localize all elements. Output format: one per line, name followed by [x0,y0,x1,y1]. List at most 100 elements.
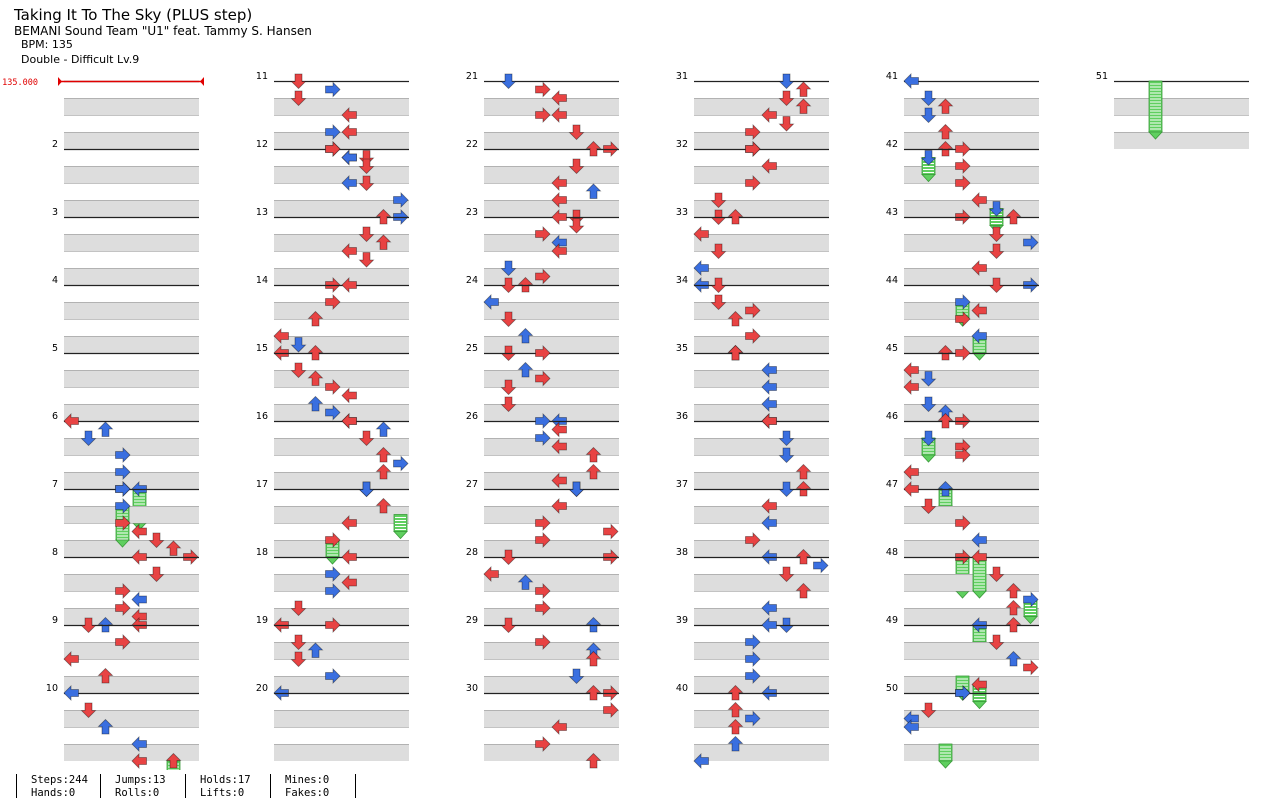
arrow-shape [325,668,341,684]
step-arrow [937,412,954,429]
arrow-shape [920,396,937,413]
measure-number: 41 [886,71,898,82]
step-arrow [535,583,551,599]
arrow-shape [937,140,954,157]
step-arrow [745,175,761,191]
arrow-shape [115,600,131,616]
measure-number: 30 [466,683,478,694]
step-arrow [920,371,937,387]
step-arrow [290,73,307,90]
beat-band [64,472,199,489]
step-arrow [585,752,602,769]
arrow-shape [517,276,534,293]
mines-count: Mines:0 [285,774,330,786]
beat-band [904,540,1039,557]
beat-band [484,676,619,693]
measure-number: 23 [466,207,478,218]
step-arrow [375,497,392,514]
arrow-shape [307,395,324,412]
measure-number: 3 [52,207,58,218]
step-arrow [80,430,97,447]
step-arrow [551,192,567,208]
arrow-shape [500,379,517,396]
arrow-shape [937,344,954,361]
arrow-shape [358,252,375,268]
beat-band [484,268,619,285]
beat-band [64,166,199,183]
measure-number: 14 [256,275,268,286]
step-arrow [131,549,147,565]
step-arrow [341,107,357,123]
step-arrow [778,116,795,132]
step-arrow [710,192,727,209]
beat-band [64,336,199,353]
measure-number: 4 [52,275,58,286]
arrow-shape [1005,582,1022,599]
arrow-shape [955,158,971,174]
step-arrow [341,549,357,565]
arrow-shape [393,192,409,208]
step-arrow [761,617,777,633]
stats-divider [270,774,271,798]
step-arrow [920,90,937,107]
beat-band [484,370,619,387]
arrow-shape [778,116,795,132]
arrow-shape [341,549,357,565]
arrow-shape [535,268,551,285]
arrow-shape [165,752,182,769]
step-arrow [517,361,534,378]
arrow-shape [500,396,517,413]
arrow-shape [795,98,812,114]
step-arrow [63,685,79,701]
beat-band [694,608,829,625]
step-arrow [761,413,777,429]
arrow-shape [761,379,777,395]
measure-number: 46 [886,411,898,422]
measure-number: 8 [52,547,58,558]
step-arrow [710,294,727,311]
arrow-shape [115,447,131,463]
arrow-shape [500,277,517,294]
step-arrow [551,719,567,735]
step-arrow [568,124,585,141]
arrow-shape [341,124,357,140]
beat-band [694,574,829,591]
step-arrow [920,396,937,413]
arrow-shape [325,566,341,582]
step-arrow [115,498,131,514]
arrow-shape [1005,599,1022,616]
arrow-shape [325,294,341,310]
beat-band [904,404,1039,421]
beat-band [484,336,619,353]
arrow-shape [727,344,744,361]
measure-number: 42 [886,139,898,150]
arrow-shape [727,735,744,752]
arrow-shape [551,243,567,259]
step-arrow [955,515,971,531]
lifts-count: Lifts:0 [200,787,245,799]
arrow-shape [500,549,517,566]
beat-band [274,438,409,455]
arrow-shape [727,701,744,718]
arrow-shape [745,141,761,157]
step-arrow [358,252,375,268]
step-arrow [375,208,392,225]
step-arrow [551,243,567,259]
beat-band [64,404,199,421]
arrow-shape [500,311,517,328]
beat-band [64,268,199,285]
step-arrow [1005,582,1022,599]
arrow-shape [375,497,392,514]
song-title: Taking It To The Sky (PLUS step) [14,6,253,24]
measure-number: 7 [52,479,58,490]
step-arrow [375,446,392,463]
beat-band [484,506,619,523]
step-arrow [535,413,551,429]
step-arrow [727,344,744,361]
beat-band [274,336,409,353]
beat-band [484,234,619,251]
beat-band [694,710,829,727]
arrow-shape [988,226,1005,243]
step-arrow [307,310,324,327]
step-arrow [290,651,307,668]
